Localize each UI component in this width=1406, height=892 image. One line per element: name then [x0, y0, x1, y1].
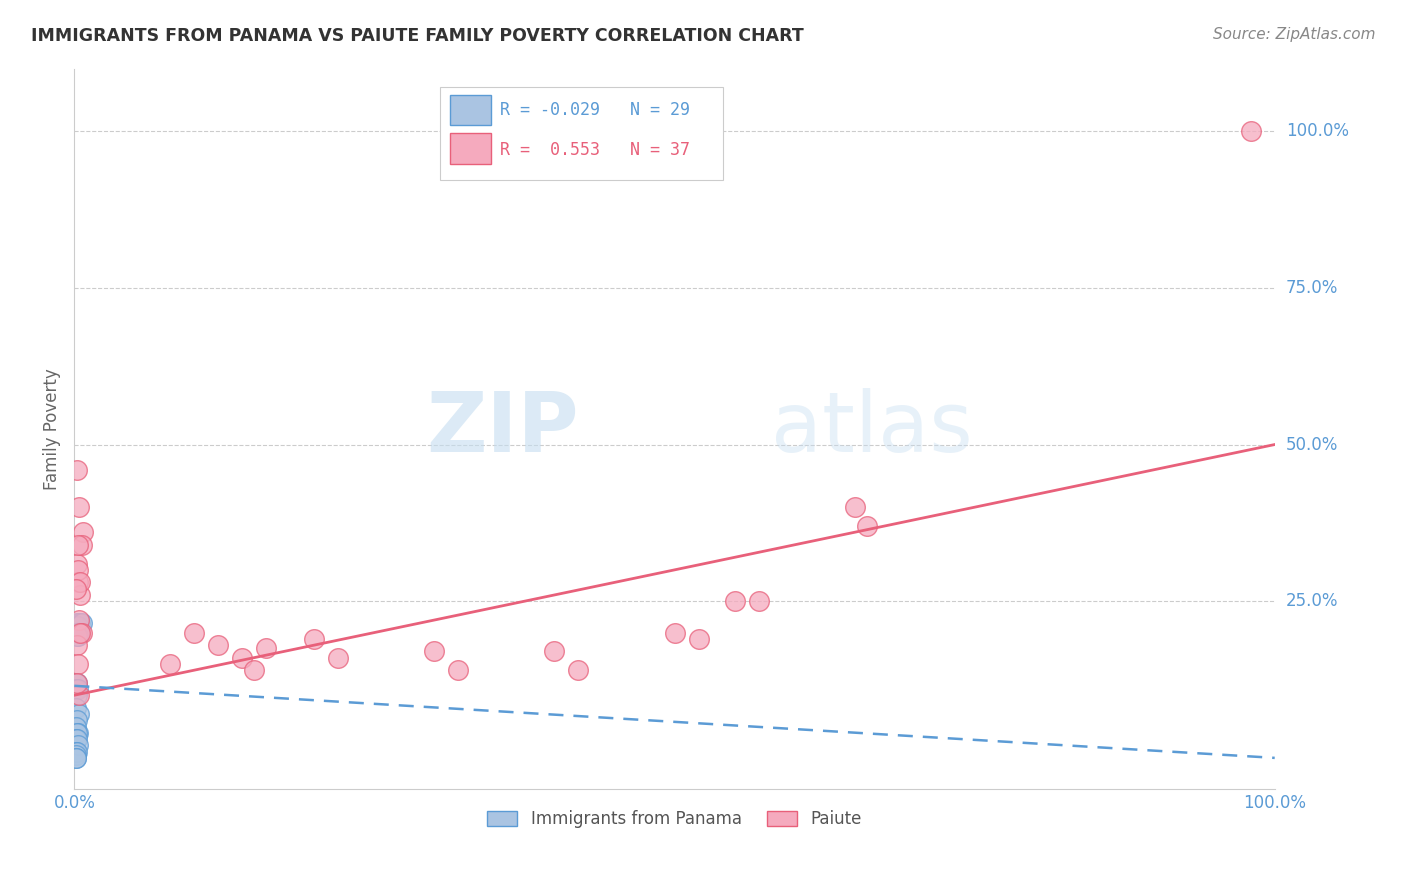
Point: [66, 538, 89, 552]
Point: [70, 538, 93, 552]
FancyBboxPatch shape: [450, 134, 491, 163]
Point: [1240, 124, 1263, 138]
Point: [65, 700, 87, 714]
FancyBboxPatch shape: [450, 95, 491, 126]
Text: R =  0.553   N = 37: R = 0.553 N = 37: [501, 141, 690, 159]
Text: ZIP: ZIP: [426, 388, 578, 469]
Text: IMMIGRANTS FROM PANAMA VS PAIUTE FAMILY POVERTY CORRELATION CHART: IMMIGRANTS FROM PANAMA VS PAIUTE FAMILY …: [31, 27, 804, 45]
Point: [66, 638, 89, 652]
Point: [844, 500, 866, 515]
Point: [66, 563, 89, 577]
Text: 100.0%: 100.0%: [1286, 122, 1348, 140]
Point: [66, 557, 89, 571]
Point: [65, 751, 87, 765]
FancyBboxPatch shape: [440, 87, 723, 180]
Point: [66, 629, 89, 643]
Point: [243, 663, 266, 677]
Point: [543, 644, 565, 658]
Point: [70, 625, 93, 640]
Point: [423, 644, 446, 658]
Point: [65, 751, 87, 765]
Point: [65, 720, 87, 734]
Point: [69, 575, 91, 590]
Text: 25.0%: 25.0%: [1286, 592, 1339, 610]
Point: [328, 650, 350, 665]
Point: [67, 625, 90, 640]
Point: [159, 657, 181, 671]
Text: 75.0%: 75.0%: [1286, 279, 1339, 297]
Point: [723, 594, 745, 608]
Point: [66, 739, 89, 753]
Point: [207, 638, 229, 652]
Point: [66, 575, 89, 590]
Point: [70, 616, 93, 631]
Y-axis label: Family Poverty: Family Poverty: [44, 368, 60, 490]
Point: [66, 629, 89, 643]
Point: [65, 582, 87, 596]
Point: [67, 500, 90, 515]
Text: Source: ZipAtlas.com: Source: ZipAtlas.com: [1212, 27, 1375, 42]
Point: [688, 632, 710, 646]
Point: [855, 519, 877, 533]
Point: [65, 747, 87, 762]
Legend: Immigrants from Panama, Paiute: Immigrants from Panama, Paiute: [481, 804, 868, 835]
Point: [66, 732, 89, 747]
Point: [66, 675, 89, 690]
Point: [66, 657, 89, 671]
Point: [66, 726, 89, 740]
Point: [66, 745, 89, 759]
Point: [67, 613, 90, 627]
Point: [664, 625, 686, 640]
Point: [66, 616, 89, 631]
Point: [66, 462, 89, 476]
Text: atlas: atlas: [770, 388, 973, 469]
Point: [65, 675, 87, 690]
Point: [66, 681, 89, 696]
Point: [65, 681, 87, 696]
Point: [231, 650, 253, 665]
Point: [72, 525, 94, 540]
Point: [66, 619, 89, 633]
Text: 50.0%: 50.0%: [1286, 435, 1339, 453]
Point: [69, 616, 91, 631]
Point: [66, 713, 89, 727]
Point: [183, 625, 205, 640]
Text: R = -0.029   N = 29: R = -0.029 N = 29: [501, 101, 690, 119]
Point: [66, 675, 89, 690]
Point: [69, 625, 91, 640]
Point: [66, 726, 89, 740]
Point: [66, 688, 89, 702]
Point: [66, 616, 89, 631]
Point: [748, 594, 770, 608]
Point: [69, 588, 91, 602]
Point: [66, 619, 89, 633]
Point: [67, 706, 90, 721]
Point: [447, 663, 470, 677]
Point: [304, 632, 326, 646]
Point: [65, 745, 87, 759]
Point: [567, 663, 589, 677]
Point: [254, 641, 277, 656]
Point: [67, 688, 90, 702]
Point: [65, 732, 87, 747]
Point: [66, 625, 89, 640]
